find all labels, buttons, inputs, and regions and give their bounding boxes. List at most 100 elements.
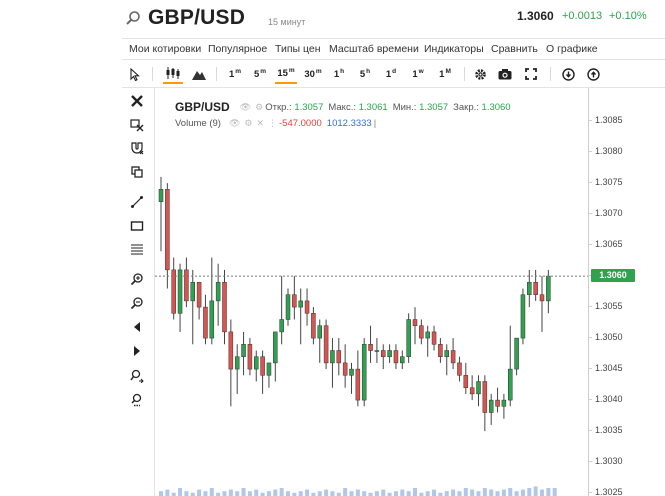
- candle-body: [374, 350, 380, 352]
- download-icon[interactable]: [559, 64, 577, 84]
- volume-bar: [254, 489, 259, 496]
- volume-bar: [501, 489, 506, 496]
- volume-bar: [362, 491, 367, 496]
- volume-bar: [432, 489, 437, 496]
- volume-bar: [343, 488, 348, 496]
- camera-icon[interactable]: [496, 64, 514, 84]
- candle-body: [381, 350, 386, 357]
- volume-value-1: -547.0000: [279, 118, 322, 129]
- fibonacci-icon[interactable]: [128, 241, 146, 257]
- timeframe-15m[interactable]: 15 m: [275, 64, 297, 84]
- zoom-forward-icon[interactable]: [128, 368, 146, 384]
- candle-body: [209, 300, 215, 339]
- candle-body: [298, 300, 303, 308]
- gear-icon[interactable]: ⚙: [255, 101, 264, 112]
- menu-time-scale[interactable]: Масштаб времени: [329, 43, 419, 55]
- last-price-tag: 1.3060: [591, 269, 635, 283]
- volume-bar: [438, 492, 443, 496]
- eye-icon[interactable]: 👁: [239, 101, 252, 112]
- candle-body: [476, 381, 481, 395]
- candle-body: [177, 269, 183, 314]
- volume-bar: [247, 491, 252, 496]
- gear-icon[interactable]: [471, 64, 489, 84]
- fullscreen-icon[interactable]: [522, 64, 540, 84]
- menu-bar: Мои котировки Популярное Типы цен Масшта…: [122, 38, 665, 60]
- candle-body: [323, 325, 329, 364]
- candle-body: [184, 269, 189, 302]
- candle-body: [482, 381, 488, 413]
- volume-bar: [527, 488, 532, 496]
- upload-icon[interactable]: [584, 64, 602, 84]
- price-tick: 1.3025: [588, 487, 623, 496]
- volume-bar: [546, 488, 551, 496]
- high-value: 1.3061: [358, 101, 388, 113]
- gear-icon[interactable]: ⚙: [244, 118, 253, 128]
- candle-body: [527, 282, 532, 295]
- volume-bar: [317, 491, 322, 496]
- volume-bar: [520, 489, 525, 496]
- scroll-right-icon[interactable]: [128, 343, 146, 359]
- menu-popular[interactable]: Популярное: [208, 43, 268, 55]
- price-tick: 1.3050: [588, 332, 623, 343]
- menu-indicators[interactable]: Индикаторы: [424, 43, 484, 55]
- close-icon[interactable]: [128, 93, 146, 109]
- candle-body: [279, 319, 284, 333]
- menu-price-types[interactable]: Типы цен: [275, 43, 321, 55]
- eye-icon[interactable]: 👁: [228, 118, 241, 128]
- candle-body: [241, 344, 246, 357]
- scroll-left-icon[interactable]: [128, 319, 146, 335]
- volume-name: Volume (9): [175, 118, 221, 129]
- volume-bar: [476, 491, 481, 496]
- volume-bar: [298, 491, 303, 496]
- candlestick-chart[interactable]: [155, 88, 588, 496]
- delete-drawings-icon[interactable]: [128, 117, 146, 133]
- volume-bar: [203, 491, 208, 496]
- candle-body: [495, 399, 500, 407]
- price-tick: 1.3085: [588, 115, 623, 126]
- zoom-out-icon[interactable]: [128, 295, 146, 311]
- magnet-icon[interactable]: [128, 140, 146, 156]
- candle-body: [254, 356, 259, 370]
- candle-body: [273, 331, 278, 364]
- zoom-in-icon[interactable]: [128, 271, 146, 287]
- volume-bar: [482, 488, 487, 496]
- price-tick: 1.3075: [588, 177, 623, 188]
- candle-body: [361, 344, 367, 401]
- candle-body: [311, 313, 316, 339]
- rectangle-icon[interactable]: [128, 218, 146, 234]
- candles-chart-type-icon[interactable]: [163, 64, 183, 84]
- menu-my-quotes[interactable]: Мои котировки: [129, 43, 202, 55]
- menu-about-chart[interactable]: О графике: [546, 43, 598, 55]
- zoom-reset-icon[interactable]: [128, 392, 146, 408]
- menu-compare[interactable]: Сравнить: [491, 43, 538, 55]
- candle-body: [292, 294, 297, 308]
- price-tick: 1.3040: [588, 394, 623, 405]
- timeframe-30m[interactable]: 30 m: [304, 67, 322, 80]
- candle-body: [317, 325, 322, 339]
- legend-symbol: GBP/USD: [175, 100, 230, 114]
- volume-bar: [209, 488, 214, 496]
- cursor-icon[interactable]: [127, 64, 143, 84]
- search-icon[interactable]: [125, 10, 141, 26]
- trend-line-icon[interactable]: [128, 194, 146, 210]
- ohlc-legend: GBP/USD 👁 ⚙ Откр.: 1.3057 Макс.: 1.3061 …: [175, 100, 516, 114]
- area-chart-type-icon[interactable]: [189, 64, 209, 84]
- copy-icon[interactable]: [128, 164, 146, 180]
- close-icon[interactable]: ✕: [256, 118, 264, 128]
- chart-plot-area[interactable]: GBP/USD 👁 ⚙ Откр.: 1.3057 Макс.: 1.3061 …: [155, 88, 588, 496]
- candle-body: [355, 368, 361, 401]
- candle-body: [514, 337, 519, 370]
- price-axis[interactable]: 1.3025 1.3030 1.3035 1.3040 1.3045 1.3050 1.30…: [588, 88, 665, 496]
- volume-bar: [387, 492, 392, 496]
- volume-bar: [463, 488, 468, 496]
- candle-body: [260, 356, 265, 376]
- menu-icon[interactable]: ⋮: [268, 118, 277, 128]
- candle-body: [501, 399, 507, 407]
